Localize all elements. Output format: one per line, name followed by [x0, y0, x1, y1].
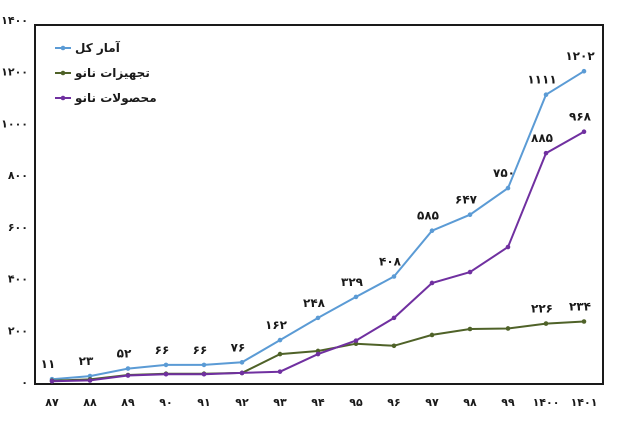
data-point-marker	[429, 228, 435, 234]
data-label: ۸۸۵	[531, 131, 553, 145]
data-label: ۲۲۶	[531, 302, 553, 316]
x-tick-label: ۹۶	[387, 396, 400, 409]
data-point-marker	[467, 326, 473, 332]
data-point-marker	[391, 274, 397, 279]
x-tick-label: ۹۰	[159, 396, 172, 409]
y-axis-ticks: ۰ ۲۰۰ ۴۰۰ ۶۰۰ ۸۰۰ ۱۰۰۰ ۱۲۰۰ ۱۴۰۰	[1, 14, 28, 389]
data-point-marker	[277, 351, 283, 357]
data-point-marker	[391, 315, 397, 321]
x-tick-label: ۹۸	[463, 396, 477, 409]
x-tick-label: ۹۵	[349, 396, 363, 409]
legend-marker-icon	[60, 95, 66, 101]
data-point-marker	[543, 321, 549, 326]
data-label: ۲۳۴	[569, 299, 591, 313]
x-tick-label: ۱۴۰۰	[533, 396, 560, 409]
data-point-marker	[429, 332, 435, 338]
legend: آمار کل تجهیزات نانو محصولات نانو	[55, 40, 157, 106]
data-label: ۴۰۸	[379, 255, 402, 269]
data-point-marker	[201, 362, 207, 368]
x-tick-label: ۹۷	[425, 396, 439, 409]
data-label: ۵۸۵	[417, 209, 439, 223]
data-point-marker	[353, 294, 359, 300]
legend-marker-icon	[60, 45, 66, 51]
x-axis-ticks: ۸۷ ۸۸ ۸۹ ۹۰ ۹۱ ۹۲ ۹۳ ۹۴ ۹۵ ۹۶ ۹۷ ۹۸ ۹۹ ۱۴۰۰ ۱۴۰۱	[45, 396, 597, 409]
data-point-marker	[163, 362, 169, 368]
data-labels: ۱۱ ۲۳ ۵۲ ۶۶ ۶۶ ۷۶ ۱۶۲ ۲۴۸ ۳۲۹ ۴۰۸ ۵۸۵ ۶۴۷ ۷۵۰ ۱۱۱۱ ۱۲۰…	[41, 49, 596, 371]
data-label: ۱۲۰۲	[565, 49, 595, 63]
legend-label: تجهیزات نانو	[74, 66, 150, 81]
data-label: ۲۳	[79, 354, 94, 368]
data-point-marker	[315, 315, 321, 321]
data-point-marker	[391, 343, 397, 349]
data-point-marker	[429, 280, 435, 286]
x-tick-label: ۹۱	[197, 396, 210, 409]
x-tick-label: ۹۴	[311, 396, 325, 409]
y-tick-label: ۴۰۰	[8, 273, 28, 286]
legend-marker-icon	[60, 70, 66, 76]
plot-frame	[34, 24, 604, 385]
data-label: ۵۲	[117, 347, 132, 361]
data-point-marker	[201, 371, 207, 377]
legend-label: آمار کل	[75, 40, 121, 55]
series-line	[51, 70, 585, 381]
x-tick-label: ۸۷	[45, 396, 59, 409]
data-point-marker	[467, 269, 473, 275]
data-label: ۱۱۱۱	[527, 73, 556, 87]
x-tick-label: ۹۹	[501, 396, 515, 409]
data-label: ۷۵۰	[493, 166, 515, 180]
series-lines	[49, 68, 587, 384]
data-point-marker	[49, 378, 55, 384]
data-label: ۳۲۹	[341, 275, 364, 289]
data-point-marker	[87, 373, 93, 379]
y-tick-label: ۸۰۰	[8, 169, 28, 182]
data-label: ۶۴۷	[455, 193, 478, 207]
data-point-marker	[239, 370, 245, 376]
x-tick-label: ۸۹	[121, 396, 135, 409]
data-label: ۹۶۸	[569, 110, 592, 124]
data-point-marker	[505, 326, 511, 331]
data-point-marker	[353, 338, 359, 343]
data-point-marker	[125, 373, 131, 378]
data-label: ۱۶۲	[265, 318, 288, 332]
x-tick-label: ۹۲	[235, 396, 249, 409]
x-tick-label: ۱۴۰۱	[571, 396, 598, 409]
y-tick-label: ۲۰۰	[8, 324, 28, 337]
data-label: ۱۱	[41, 357, 56, 371]
data-point-marker	[543, 92, 549, 98]
y-tick-label: ۰	[21, 376, 28, 389]
data-label: ۲۴۸	[303, 296, 326, 310]
data-point-marker	[543, 150, 549, 156]
data-point-marker	[277, 337, 283, 343]
y-tick-label: ۱۲۰۰	[1, 66, 28, 79]
data-point-marker	[87, 378, 93, 383]
y-tick-label: ۱۰۰۰	[1, 117, 28, 130]
data-point-marker	[505, 244, 511, 250]
data-point-marker	[277, 369, 283, 374]
x-tick-label: ۸۸	[83, 396, 97, 409]
data-point-marker	[581, 129, 587, 135]
data-point-marker	[125, 366, 131, 371]
y-tick-label: ۱۴۰۰	[1, 14, 28, 27]
data-label: ۶۶	[155, 343, 170, 357]
data-point-marker	[581, 68, 587, 74]
data-point-marker	[505, 185, 511, 191]
data-label: ۷۶	[231, 340, 246, 354]
y-tick-label: ۶۰۰	[8, 221, 28, 234]
legend-label: محصولات نانو	[74, 91, 157, 106]
data-point-marker	[581, 319, 587, 324]
data-point-marker	[239, 360, 245, 365]
data-point-marker	[467, 212, 473, 218]
x-tick-label: ۹۳	[273, 396, 287, 409]
data-label: ۶۶	[193, 343, 208, 357]
data-point-marker	[163, 371, 169, 377]
data-point-marker	[315, 351, 321, 357]
